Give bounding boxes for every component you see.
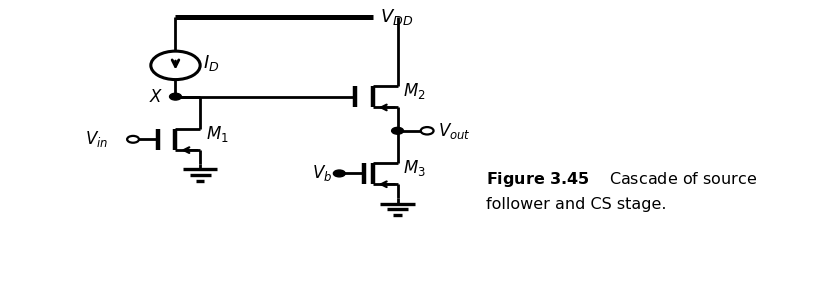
Text: $\bf{Figure\ 3.45}$    Cascade of source: $\bf{Figure\ 3.45}$ Cascade of source [486, 170, 757, 188]
Circle shape [170, 93, 181, 100]
Text: $M_2$: $M_2$ [403, 81, 426, 101]
Circle shape [420, 127, 433, 135]
Text: $X$: $X$ [148, 88, 163, 106]
Text: follower and CS stage.: follower and CS stage. [486, 197, 666, 212]
Circle shape [333, 170, 345, 177]
Text: $M_1$: $M_1$ [206, 124, 229, 144]
Text: $V_{DD}$: $V_{DD}$ [380, 7, 413, 27]
Text: $M_3$: $M_3$ [403, 158, 426, 178]
Text: $V_b$: $V_b$ [311, 164, 332, 184]
Text: $I_D$: $I_D$ [202, 52, 219, 72]
Text: $V_{out}$: $V_{out}$ [437, 121, 470, 141]
Circle shape [391, 127, 403, 134]
Text: $V_{in}$: $V_{in}$ [85, 129, 108, 149]
Circle shape [127, 136, 138, 143]
